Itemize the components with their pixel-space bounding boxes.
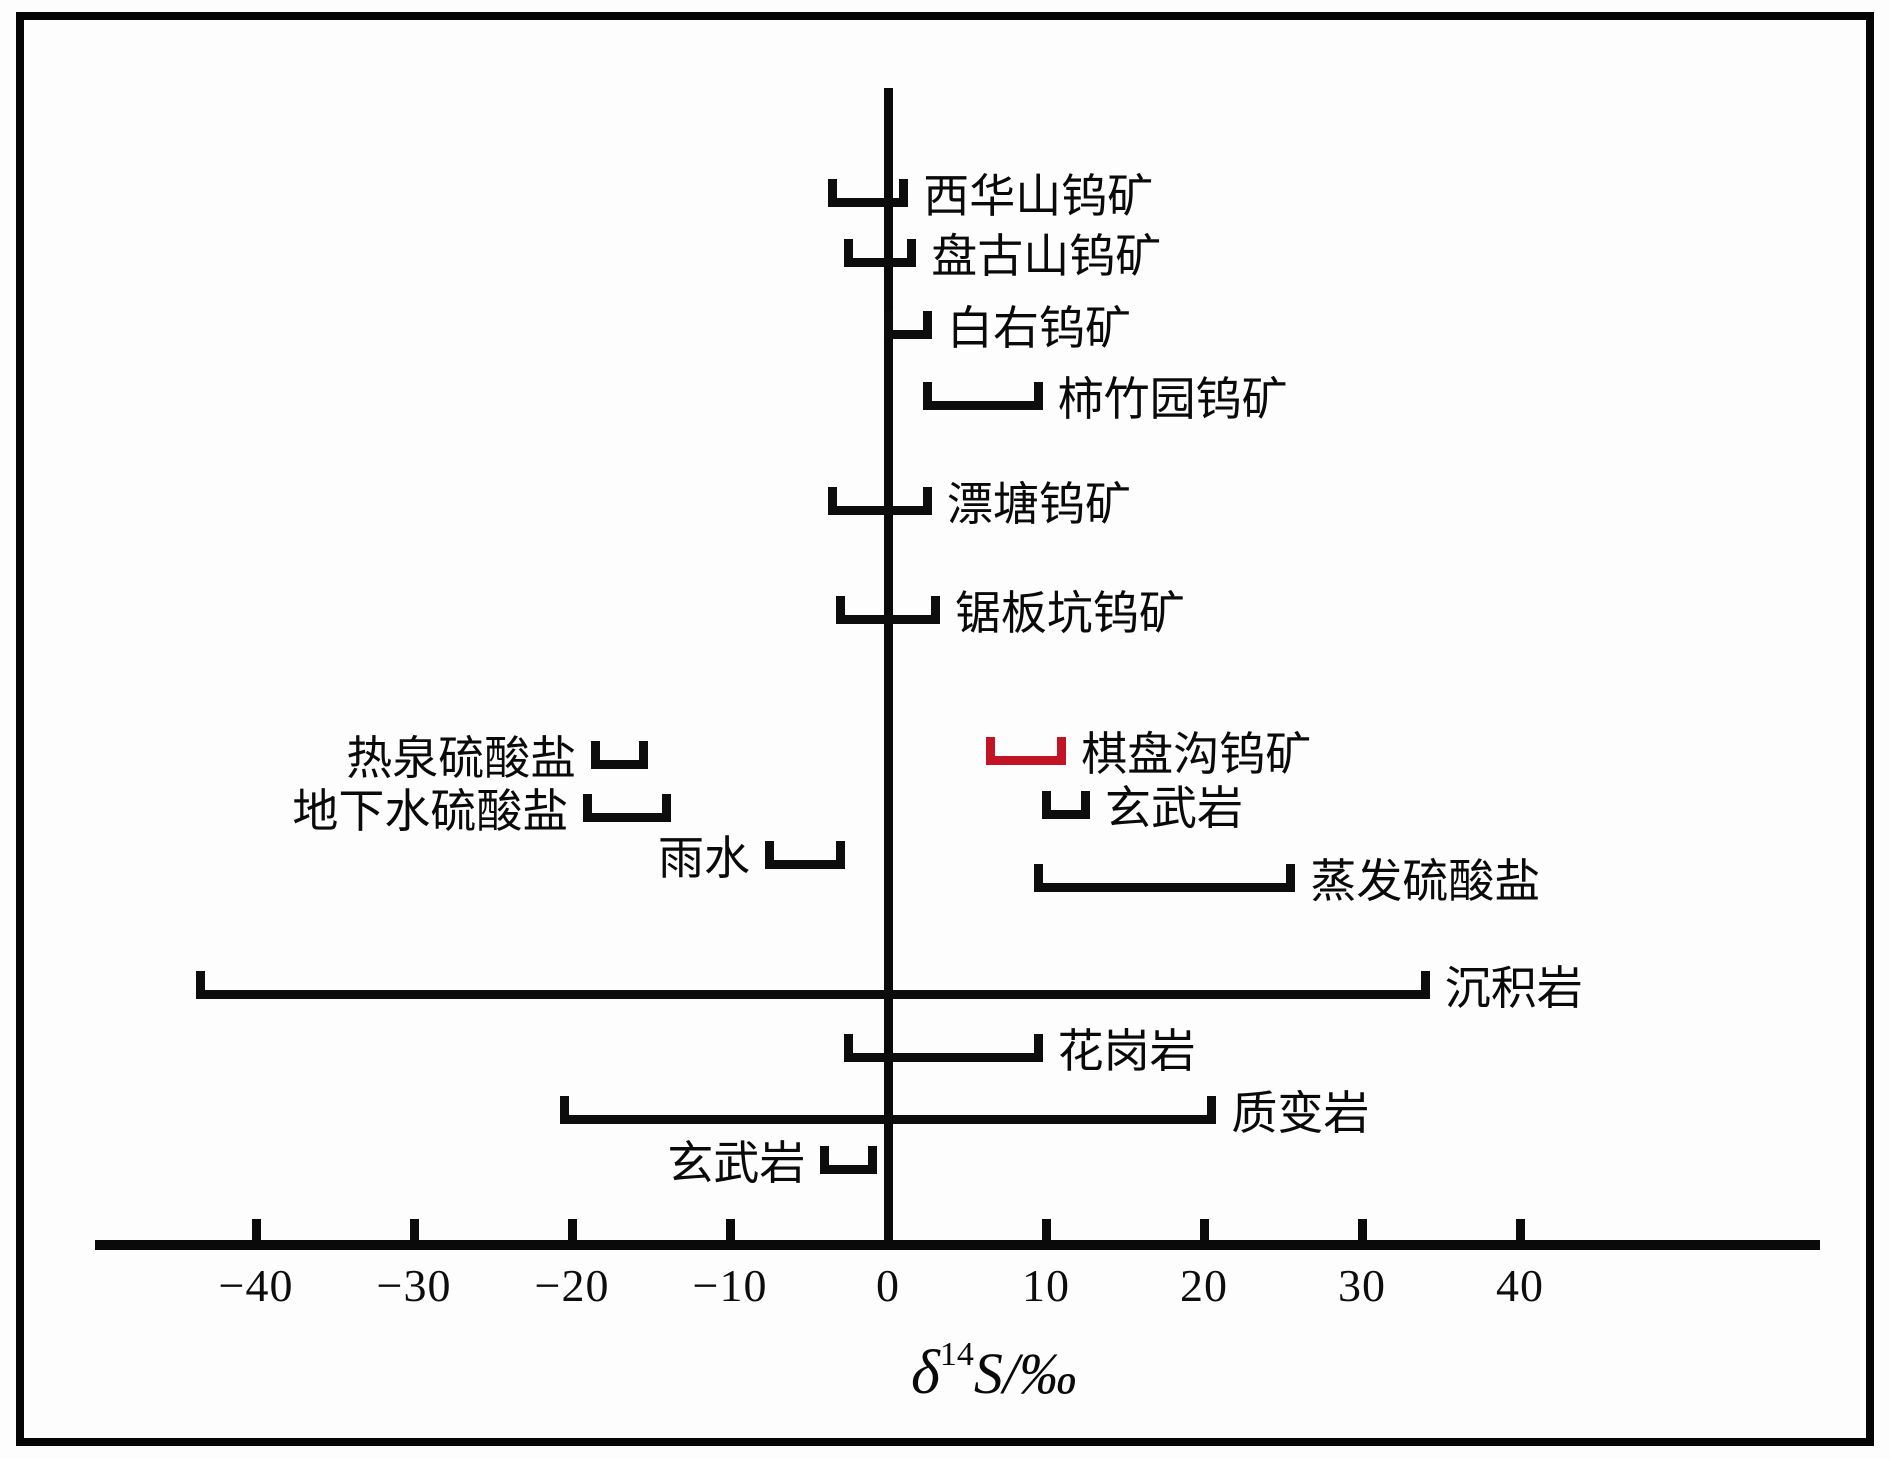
x-axis-tick-30 [1357, 1219, 1367, 1245]
x-axis-tick-label--40: −40 [218, 1260, 294, 1311]
x-axis-line [95, 1240, 1820, 1250]
range-bar-shizhuyuan-tungsten [923, 381, 1043, 410]
axis-title-superscript: 14 [939, 1336, 974, 1373]
x-axis-tick-label-40: 40 [1496, 1260, 1544, 1311]
series-label-groundwater-sulfate: 地下水硫酸盐 [292, 786, 569, 837]
x-axis-tick-label-30: 30 [1338, 1260, 1386, 1311]
zero-axis-line [883, 88, 893, 1250]
range-bar-basalt-upper [1041, 790, 1090, 819]
series-label-rainwater: 雨水 [658, 833, 750, 884]
series-label-baiyou-tungsten: 白右钨矿 [947, 303, 1131, 354]
axis-title-delta: δ [911, 1339, 940, 1407]
series-label-hot-spring-sulfate: 热泉硫酸盐 [346, 733, 577, 784]
range-bar-basalt-lower [820, 1145, 877, 1174]
x-axis-title: δ14S/‰ [911, 1336, 1077, 1409]
axis-title-unit: S/‰ [973, 1341, 1077, 1406]
x-axis-tick--30 [409, 1219, 419, 1245]
x-axis-tick-0 [883, 1219, 893, 1245]
range-bar-evaporite-sulfate [1033, 863, 1296, 892]
series-label-metamorphic-rock: 质变岩 [1231, 1088, 1370, 1139]
x-axis-tick-label-20: 20 [1180, 1260, 1228, 1311]
x-axis-tick--10 [725, 1219, 735, 1245]
range-bar-baiyou-tungsten [883, 310, 932, 339]
x-axis-tick-label-0: 0 [876, 1260, 900, 1311]
figure-border [16, 12, 1874, 1446]
series-label-sedimentary-rock: 沉积岩 [1444, 963, 1583, 1014]
x-axis-tick-label--10: −10 [692, 1260, 768, 1311]
series-label-shizhuyuan-tungsten: 柿竹园钨矿 [1057, 374, 1288, 425]
x-axis-tick-10 [1041, 1219, 1051, 1245]
range-bar-xihuashan-tungsten [828, 178, 909, 207]
x-axis-tick--40 [251, 1219, 261, 1245]
range-bar-sedimentary-rock [196, 970, 1430, 999]
x-axis-tick-40 [1515, 1219, 1525, 1245]
range-bar-metamorphic-rock [559, 1095, 1217, 1124]
x-axis-tick-label--30: −30 [376, 1260, 452, 1311]
x-axis-tick-20 [1199, 1219, 1209, 1245]
series-label-basalt-upper: 玄武岩 [1105, 783, 1243, 834]
x-axis-tick--20 [567, 1219, 577, 1245]
series-label-jubankeng-tungsten: 锯板坑钨矿 [954, 588, 1185, 639]
range-bar-granite [844, 1033, 1043, 1062]
series-label-qipangou-tungsten: 棋盘沟钨矿 [1081, 729, 1312, 780]
series-label-piaotang-tungsten: 漂塘钨矿 [947, 479, 1131, 530]
range-bar-hot-spring-sulfate [591, 740, 648, 769]
range-bar-groundwater-sulfate [583, 793, 672, 822]
x-axis-tick-label-10: 10 [1022, 1260, 1070, 1311]
range-bar-rainwater [765, 840, 846, 869]
x-axis-tick-label--20: −20 [534, 1260, 610, 1311]
series-label-evaporite-sulfate: 蒸发硫酸盐 [1310, 856, 1541, 907]
range-bar-piaotang-tungsten [828, 486, 932, 515]
series-label-granite: 花岗岩 [1057, 1026, 1196, 1077]
range-bar-jubankeng-tungsten [836, 595, 940, 624]
series-label-basalt-lower: 玄武岩 [667, 1138, 806, 1189]
range-bar-pangushan-tungsten [844, 238, 917, 267]
series-label-pangushan-tungsten: 盘古山钨矿 [931, 231, 1162, 282]
series-label-xihuashan-tungsten: 西华山钨矿 [923, 171, 1154, 222]
range-bar-qipangou-tungsten-highlighted [986, 736, 1067, 765]
